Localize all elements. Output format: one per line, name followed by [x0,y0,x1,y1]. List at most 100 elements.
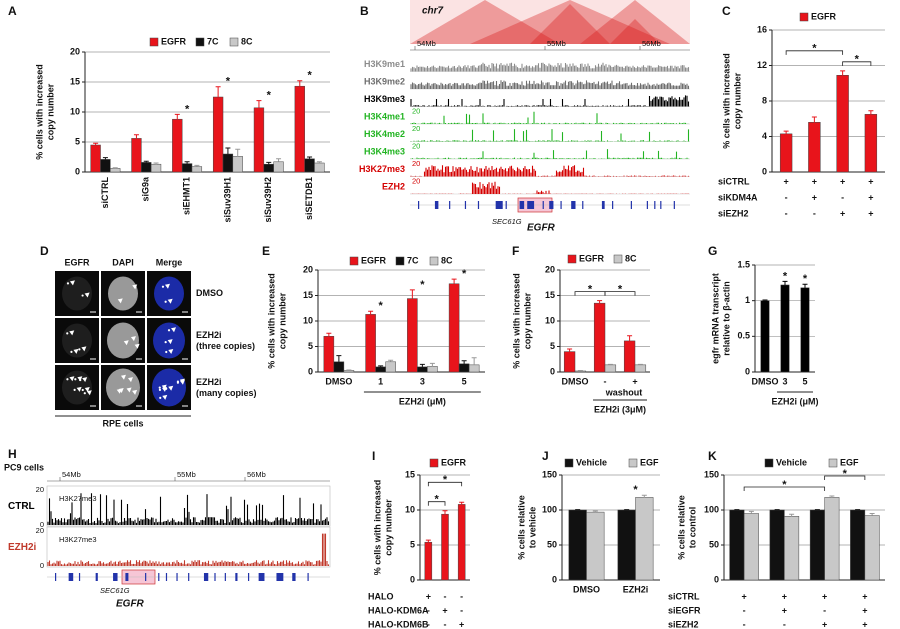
error-bar [597,300,603,304]
x-tick-label: DMSO [573,584,600,594]
bar [323,336,335,373]
fish-spot [83,392,86,395]
error-bar [425,539,431,543]
gene-block [292,573,296,581]
x-tick-label: 3 [420,376,425,386]
condition-mark: - [444,591,447,601]
error-bar [592,510,598,513]
arrowhead [120,374,126,380]
significance-star: * [443,474,448,486]
condition-name: siEZH2 [668,619,699,629]
legend-swatch [567,254,577,264]
x-tick-label: DMSO [562,376,589,386]
gene-block [571,201,576,209]
condition-mark: + [868,208,873,218]
significance-star: * [843,468,848,480]
y-tick-label: 12 [757,60,767,70]
condition-name: HALO [368,591,394,601]
track-label: H3K9me2 [364,77,405,87]
arrowhead [81,346,87,352]
legend-swatch [229,37,239,47]
error-bar [326,332,332,337]
legend-label: EGF [640,457,659,467]
panel-label: J [542,449,549,463]
condition-mark: + [868,192,873,202]
error-bar [316,161,322,163]
gene-block [214,573,216,581]
y-axis-label: relative to β-actin [721,281,731,356]
bar [314,162,325,173]
bar [273,161,284,173]
ruler-label: 55Mb [177,470,196,479]
track-label: H3K4me3 [364,147,405,157]
arrowhead [161,386,167,392]
y-tick-label: 5 [550,341,555,351]
legend-swatch [429,256,439,266]
nucleus [106,368,140,407]
condition-mark: - [743,619,746,629]
gene-block [176,573,178,581]
condition-mark: + [459,619,464,629]
gene-block [630,201,632,209]
track-frame [46,485,331,527]
gene-block [95,573,98,581]
arrowhead [167,298,173,304]
condition-name: HALO-KDM6A [368,605,429,615]
gene-block [527,201,535,209]
track-scale: 20 [412,106,420,115]
error-bar [869,513,875,516]
error-bar [748,510,754,514]
y-tick-label: 15 [545,290,555,300]
bar [232,156,243,173]
condition-mark: - [444,619,447,629]
x-tick-label: 5 [462,376,467,386]
bracket [427,501,446,506]
condition-name: siEZH2 [718,208,749,218]
arrowhead [130,336,136,342]
legend-swatch [349,256,359,266]
hic-domain [410,0,560,44]
y-tick-label: 0.5 [737,331,750,341]
condition-mark: - [427,605,430,615]
gene-block [235,573,238,581]
gene-block [55,573,57,581]
cell-line: RPE cells [102,418,143,428]
x-sublabel: washout [605,387,643,397]
bar [824,497,840,581]
ruler-label: 54Mb [62,470,81,479]
significance-star: * [783,270,788,282]
condition-mark: - [460,605,463,615]
condition-mark: - [743,605,746,615]
condition-mark: - [823,605,826,615]
y-tick-label: 0 [308,366,313,376]
track-label: H3K27me3 [359,164,405,174]
significance-star: * [226,76,231,88]
significance-star: * [267,90,272,102]
arrowhead [69,330,75,336]
error-bar [782,280,788,285]
y-tick-label: 0 [762,166,767,176]
x-tick-label: siEHMT1 [181,177,191,215]
arrowhead [171,327,177,333]
bar [850,509,866,581]
arrowhead [168,385,174,391]
error-bar [93,142,99,145]
x-tick-label: DMSO [752,376,779,386]
track-frame [46,526,331,568]
fish-spot [70,350,73,353]
bar [191,166,203,173]
fish-spot [161,285,165,288]
bar [784,516,800,581]
error-bar [256,100,262,108]
track-scale: 20 [412,176,420,185]
arrowhead [134,343,140,349]
gene-block [434,201,439,209]
gene-name: SEC61G [100,586,130,595]
fish-spot [81,388,84,392]
x-tick-label: 3 [782,376,787,386]
bar [441,513,449,581]
arrowhead [168,348,174,354]
x-tick-label: 1 [378,376,383,386]
signal-track [410,80,690,89]
